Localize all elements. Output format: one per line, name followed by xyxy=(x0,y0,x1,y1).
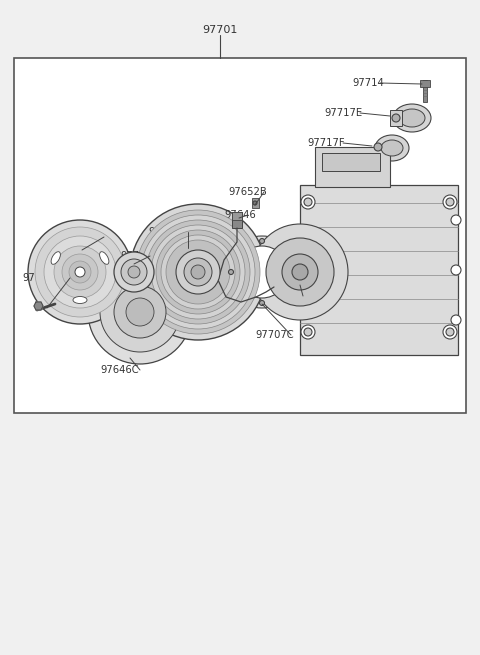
Circle shape xyxy=(451,315,461,325)
Circle shape xyxy=(228,269,233,274)
Polygon shape xyxy=(34,302,43,310)
Text: 97646: 97646 xyxy=(224,210,256,220)
Circle shape xyxy=(69,261,91,283)
Bar xyxy=(300,185,458,355)
Circle shape xyxy=(100,272,180,352)
Circle shape xyxy=(266,238,334,306)
Text: 97707C: 97707C xyxy=(255,330,294,340)
Bar xyxy=(420,80,430,87)
Circle shape xyxy=(28,220,132,324)
Circle shape xyxy=(62,254,98,290)
Circle shape xyxy=(226,236,298,308)
Circle shape xyxy=(114,252,154,292)
Text: 97646C: 97646C xyxy=(100,365,139,375)
Circle shape xyxy=(304,198,312,206)
Circle shape xyxy=(161,235,235,309)
Circle shape xyxy=(156,230,240,314)
Circle shape xyxy=(282,254,318,290)
Circle shape xyxy=(443,195,457,209)
Circle shape xyxy=(146,220,250,324)
Bar xyxy=(232,212,242,220)
Circle shape xyxy=(301,325,315,339)
Text: 97711B: 97711B xyxy=(120,251,159,261)
Text: 97680C: 97680C xyxy=(267,291,305,301)
Circle shape xyxy=(75,267,85,277)
Circle shape xyxy=(290,269,296,274)
Text: 97714: 97714 xyxy=(352,78,384,88)
Bar xyxy=(232,212,242,228)
Circle shape xyxy=(136,210,260,334)
Circle shape xyxy=(176,250,220,294)
Circle shape xyxy=(126,298,154,326)
Bar xyxy=(315,147,390,187)
Circle shape xyxy=(260,301,264,305)
Text: 97643E: 97643E xyxy=(148,227,186,237)
Circle shape xyxy=(121,259,147,285)
Circle shape xyxy=(44,236,116,308)
Bar xyxy=(268,265,302,279)
Circle shape xyxy=(451,265,461,275)
Bar xyxy=(322,153,380,171)
Ellipse shape xyxy=(393,104,431,132)
Text: 97652B: 97652B xyxy=(228,187,267,197)
Ellipse shape xyxy=(399,109,425,127)
Circle shape xyxy=(35,227,125,317)
Circle shape xyxy=(128,266,140,278)
Circle shape xyxy=(392,114,400,122)
Circle shape xyxy=(451,215,461,225)
Circle shape xyxy=(301,195,315,209)
Bar xyxy=(423,80,427,102)
Circle shape xyxy=(292,264,308,280)
Text: 97644C: 97644C xyxy=(62,232,100,242)
Circle shape xyxy=(166,240,230,304)
Text: 97717E: 97717E xyxy=(324,108,362,118)
Circle shape xyxy=(374,143,382,151)
Circle shape xyxy=(252,224,348,320)
Circle shape xyxy=(253,201,257,205)
Ellipse shape xyxy=(73,297,87,303)
Circle shape xyxy=(191,265,205,279)
Bar xyxy=(14,58,466,413)
Circle shape xyxy=(54,246,106,298)
Circle shape xyxy=(151,225,245,319)
Circle shape xyxy=(114,286,166,338)
Ellipse shape xyxy=(375,135,409,161)
Circle shape xyxy=(304,328,312,336)
Circle shape xyxy=(184,258,212,286)
Circle shape xyxy=(130,204,266,340)
Circle shape xyxy=(141,215,255,329)
Text: 97701: 97701 xyxy=(202,25,238,35)
Text: 97717F: 97717F xyxy=(307,138,345,148)
Ellipse shape xyxy=(381,140,403,156)
Circle shape xyxy=(88,260,192,364)
Ellipse shape xyxy=(51,252,60,265)
Circle shape xyxy=(260,238,264,244)
Circle shape xyxy=(443,325,457,339)
Bar xyxy=(390,110,402,126)
Bar xyxy=(252,198,259,208)
Text: 97743A: 97743A xyxy=(22,273,60,283)
Circle shape xyxy=(236,246,288,298)
Ellipse shape xyxy=(100,252,109,265)
Circle shape xyxy=(446,198,454,206)
Circle shape xyxy=(446,328,454,336)
